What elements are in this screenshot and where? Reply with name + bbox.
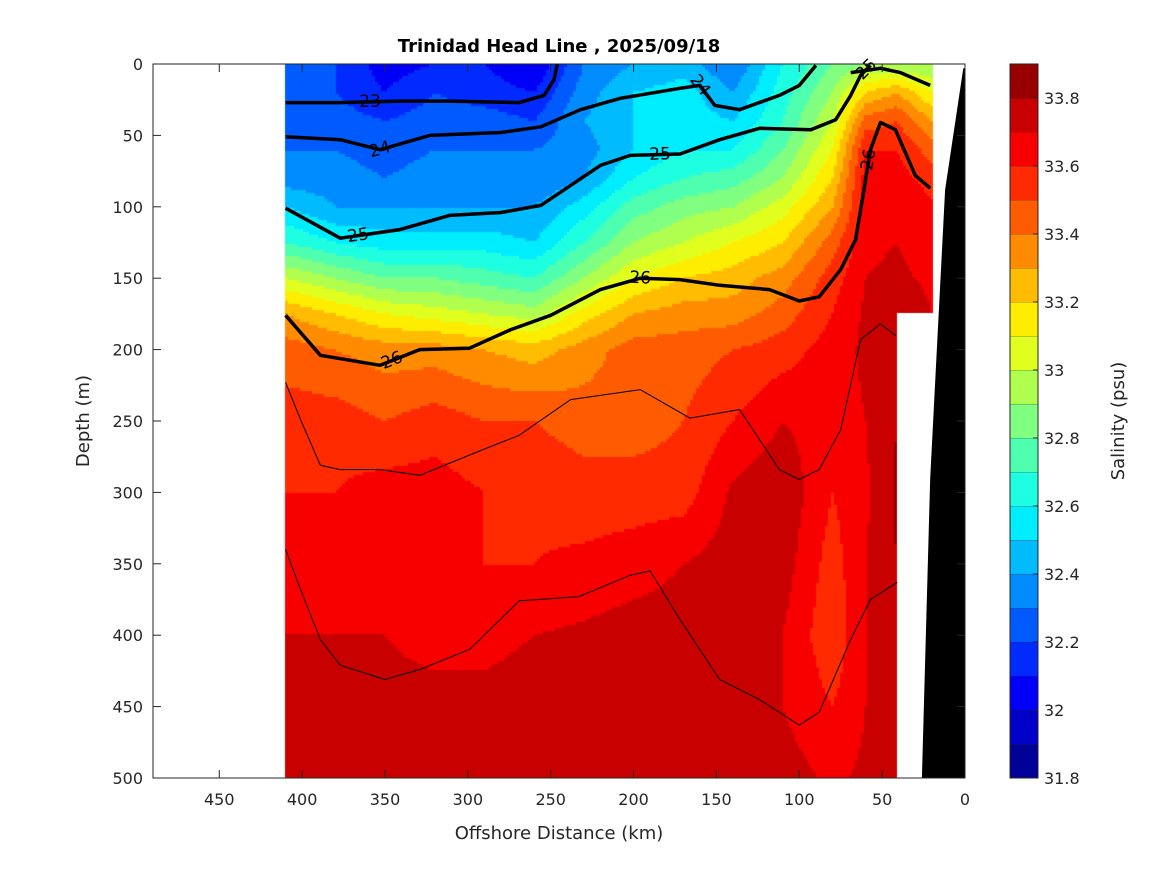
x-tick-label: 150 xyxy=(701,790,732,809)
contour-label-group: 25 xyxy=(346,224,370,247)
x-tick-label: 350 xyxy=(370,790,401,809)
colorbar-swatch xyxy=(1010,166,1038,200)
x-tick-label: 250 xyxy=(535,790,566,809)
x-tick-label: 50 xyxy=(872,790,892,809)
x-tick-label: 400 xyxy=(287,790,318,809)
colorbar-swatch xyxy=(1010,268,1038,302)
thin-density-contour xyxy=(285,323,896,481)
density-contours: 23 24 24 25 25 25 26 26 26 xyxy=(284,55,932,726)
y-axis-label: Depth (m) xyxy=(73,375,94,467)
colorbar-swatch xyxy=(1010,642,1038,676)
y-tick-label: 450 xyxy=(112,698,143,717)
contour-label-group: 25 xyxy=(852,55,881,84)
density-contour-25 xyxy=(284,64,872,240)
contour-label-group: 25 xyxy=(649,144,671,165)
contour-label-group: 26 xyxy=(378,347,405,374)
colorbar-swatch xyxy=(1010,506,1038,540)
colorbar-swatch xyxy=(1010,438,1038,472)
colorbar-swatch xyxy=(1010,676,1038,710)
colorbar-swatch xyxy=(1010,64,1038,98)
thin-density-contour xyxy=(285,549,898,726)
colorbar-tick-label: 32.8 xyxy=(1044,429,1080,448)
y-tick-label: 0 xyxy=(133,55,143,74)
contour-label-group: 24 xyxy=(685,71,714,100)
colorbar: 31.8 32 32.2 32.4 32.6 32.8 33 33.2 33.4 33.6 33.8 xyxy=(1009,63,1080,788)
colorbar-tick-label: 33.6 xyxy=(1044,157,1080,176)
contour-label: 23 xyxy=(359,92,381,113)
contour-label-group: 26 xyxy=(629,268,651,289)
x-tick-label: 300 xyxy=(453,790,484,809)
colorbar-swatch xyxy=(1010,200,1038,234)
contour-label: 24 xyxy=(685,71,714,100)
bathymetry xyxy=(921,68,965,779)
colorbar-tick-label: 32 xyxy=(1044,701,1064,720)
colorbar-swatch xyxy=(1010,540,1038,574)
y-tick-label: 150 xyxy=(112,269,143,288)
colorbar-tick-label: 32.4 xyxy=(1044,565,1080,584)
colorbar-swatch xyxy=(1010,302,1038,336)
y-tick-label: 200 xyxy=(112,341,143,360)
density-contour-24 xyxy=(285,64,818,152)
axes: 450 400 350 300 250 200 150 100 50 00501001502002… xyxy=(112,55,970,809)
plot-frame xyxy=(152,63,966,779)
y-tick-label: 100 xyxy=(112,198,143,217)
contour-label-group: 24 xyxy=(367,137,393,162)
x-tick-label: 100 xyxy=(784,790,815,809)
contour-label: 26 xyxy=(629,268,651,289)
chart-title: Trinidad Head Line , 2025/09/18 xyxy=(398,36,720,57)
contour-label: 25 xyxy=(852,55,881,84)
colorbar-label: Salinity (psu) xyxy=(1108,362,1129,481)
contour-label: 25 xyxy=(346,224,370,247)
contour-label: 25 xyxy=(649,144,671,165)
colorbar-tick-label: 33.2 xyxy=(1044,293,1080,312)
y-tick-label: 500 xyxy=(112,769,143,788)
colorbar-swatch xyxy=(1010,234,1038,268)
contour-label-group: 26 xyxy=(857,147,880,172)
colorbar-swatch xyxy=(1010,336,1038,370)
y-tick-label: 300 xyxy=(112,483,143,502)
colorbar-swatch xyxy=(1010,370,1038,404)
colorbar-swatch xyxy=(1010,98,1038,132)
colorbar-tick-label: 33.4 xyxy=(1044,225,1080,244)
colorbar-swatch xyxy=(1010,744,1038,778)
colorbar-tick-label: 31.8 xyxy=(1044,769,1080,788)
contour-label: 26 xyxy=(857,147,880,172)
y-tick-label: 350 xyxy=(112,555,143,574)
y-tick-label: 250 xyxy=(112,412,143,431)
colorbar-swatch xyxy=(1010,404,1038,438)
density-contour-26 xyxy=(284,120,932,368)
x-tick-label: 450 xyxy=(204,790,235,809)
colorbar-swatch xyxy=(1010,608,1038,642)
colorbar-frame xyxy=(1009,63,1039,779)
density-contour-23 xyxy=(285,63,560,105)
salinity-field xyxy=(153,64,965,778)
colorbar-swatch xyxy=(1010,132,1038,166)
colorbar-tick-label: 32.2 xyxy=(1044,633,1080,652)
colorbar-tick-label: 32.6 xyxy=(1044,497,1080,516)
y-tick-label: 50 xyxy=(123,126,143,145)
colorbar-swatch xyxy=(1010,472,1038,506)
colorbar-tick-label: 33.8 xyxy=(1044,89,1080,108)
y-tick-label: 400 xyxy=(112,626,143,645)
colorbar-tick-label: 33 xyxy=(1044,361,1064,380)
colorbar-swatch xyxy=(1010,710,1038,744)
contour-label-group: 23 xyxy=(359,92,381,113)
x-tick-label: 0 xyxy=(960,790,970,809)
x-axis-label: Offshore Distance (km) xyxy=(455,823,664,844)
x-tick-label: 200 xyxy=(618,790,649,809)
colorbar-swatch xyxy=(1010,574,1038,608)
